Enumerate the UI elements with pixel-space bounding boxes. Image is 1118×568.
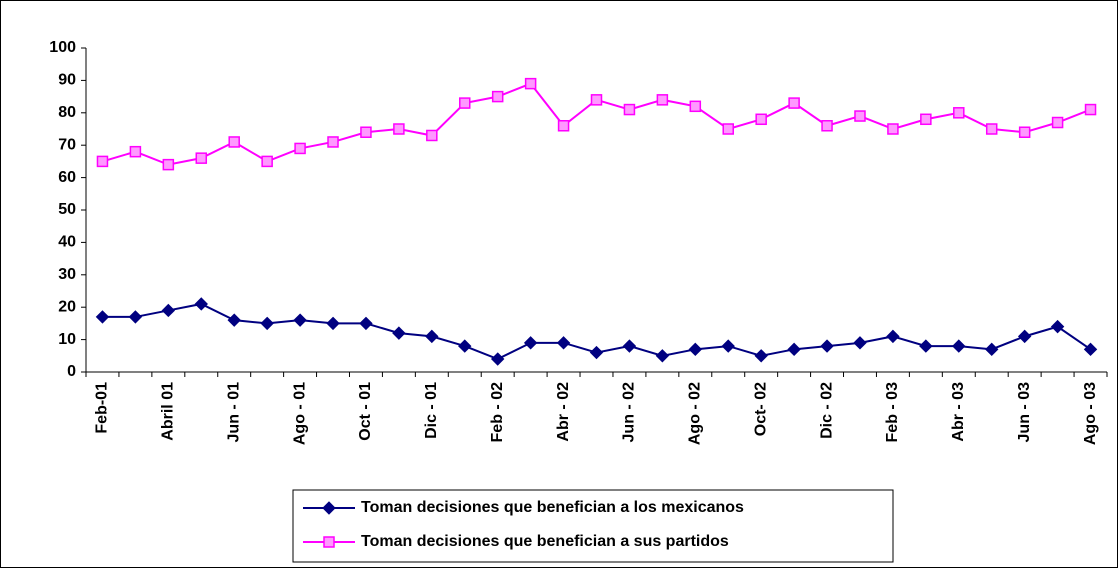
data-point: [853, 336, 867, 350]
data-point: [194, 297, 208, 311]
data-point: [622, 339, 637, 353]
x-tick-label: Dic - 01: [423, 382, 440, 439]
y-tick-label: 90: [58, 72, 76, 89]
data-point: [261, 155, 273, 168]
legend-box: [292, 489, 894, 563]
data-point: [953, 107, 965, 119]
y-tick-label: 50: [58, 201, 76, 218]
y-tick-label: 0: [67, 363, 76, 380]
y-tick-label: 30: [58, 266, 76, 283]
legend-marker: [323, 536, 335, 548]
data-point: [425, 329, 439, 344]
data-point: [327, 136, 339, 148]
data-point: [1051, 116, 1064, 129]
x-tick-label: Oct- 02: [752, 382, 769, 436]
data-point: [656, 94, 669, 106]
x-tick-label: Feb-01: [94, 382, 111, 434]
data-point: [523, 336, 538, 350]
data-point: [821, 120, 833, 132]
data-point: [227, 313, 241, 327]
y-tick-label: 80: [58, 104, 76, 121]
data-point: [1084, 103, 1097, 116]
x-tick-label: Feb - 02: [489, 382, 506, 443]
y-tick-label: 100: [49, 39, 76, 56]
data-point: [887, 123, 899, 135]
data-point: [556, 336, 571, 350]
data-point: [326, 316, 340, 331]
data-point: [1017, 329, 1032, 344]
data-point: [985, 342, 999, 357]
data-point: [129, 145, 142, 158]
data-point: [294, 142, 306, 155]
data-point: [722, 123, 734, 135]
data-point: [458, 339, 472, 353]
data-point: [95, 310, 110, 324]
x-tick-label: Abril 01: [160, 382, 177, 441]
data-point: [360, 126, 372, 138]
data-point: [392, 326, 406, 340]
x-tick-label: Jun - 03: [1016, 382, 1033, 443]
data-point: [557, 120, 570, 132]
data-point: [788, 97, 800, 109]
data-point: [524, 77, 537, 90]
data-point: [754, 349, 768, 363]
y-tick-label: 20: [58, 298, 76, 315]
data-point: [952, 339, 966, 353]
data-point: [491, 90, 504, 103]
x-tick-label: Ago - 02: [687, 382, 704, 445]
data-point: [459, 97, 471, 109]
data-point: [393, 123, 405, 135]
data-point: [688, 342, 703, 357]
data-point: [1018, 126, 1031, 138]
data-point: [655, 349, 670, 363]
y-tick-label: 60: [58, 169, 76, 186]
data-point: [721, 339, 735, 353]
data-point: [1083, 342, 1098, 357]
data-point: [228, 136, 240, 148]
x-tick-label: Ago - 03: [1082, 382, 1099, 445]
y-tick-label: 40: [58, 234, 76, 251]
data-point: [787, 342, 801, 357]
data-point: [589, 345, 604, 360]
data-point: [920, 113, 932, 126]
x-tick-label: Jun - 01: [225, 382, 242, 443]
x-tick-label: Dic - 02: [818, 382, 835, 439]
x-tick-label: Abr - 02: [555, 382, 572, 442]
data-point: [886, 329, 900, 344]
x-tick-label: Feb - 03: [884, 382, 901, 443]
data-point: [426, 129, 438, 142]
legend-marker: [322, 501, 336, 515]
data-point: [985, 123, 998, 135]
data-point: [490, 352, 505, 366]
data-point: [623, 103, 636, 116]
x-tick-label: Ago - 01: [291, 382, 308, 445]
data-point: [590, 94, 603, 106]
x-tick-label: Abr - 03: [950, 382, 967, 442]
data-point: [919, 339, 933, 353]
data-point: [854, 110, 866, 122]
data-point: [162, 158, 175, 171]
legend-label: Toman decisiones que benefician a los me…: [361, 499, 744, 516]
data-point: [689, 100, 702, 113]
y-tick-label: 10: [58, 331, 76, 348]
data-point: [1050, 319, 1065, 334]
x-tick-label: Oct - 01: [357, 382, 374, 441]
x-tick-label: Jun - 02: [621, 382, 638, 443]
data-point: [260, 316, 274, 331]
data-point: [755, 113, 767, 126]
legend-label: Toman decisiones que benefician a sus pa…: [361, 533, 729, 550]
y-tick-label: 70: [58, 136, 76, 153]
data-point: [293, 313, 307, 327]
data-point: [820, 339, 834, 353]
data-point: [96, 155, 109, 168]
data-point: [161, 303, 176, 318]
data-point: [195, 152, 208, 164]
data-point: [359, 316, 373, 331]
data-point: [128, 310, 143, 324]
